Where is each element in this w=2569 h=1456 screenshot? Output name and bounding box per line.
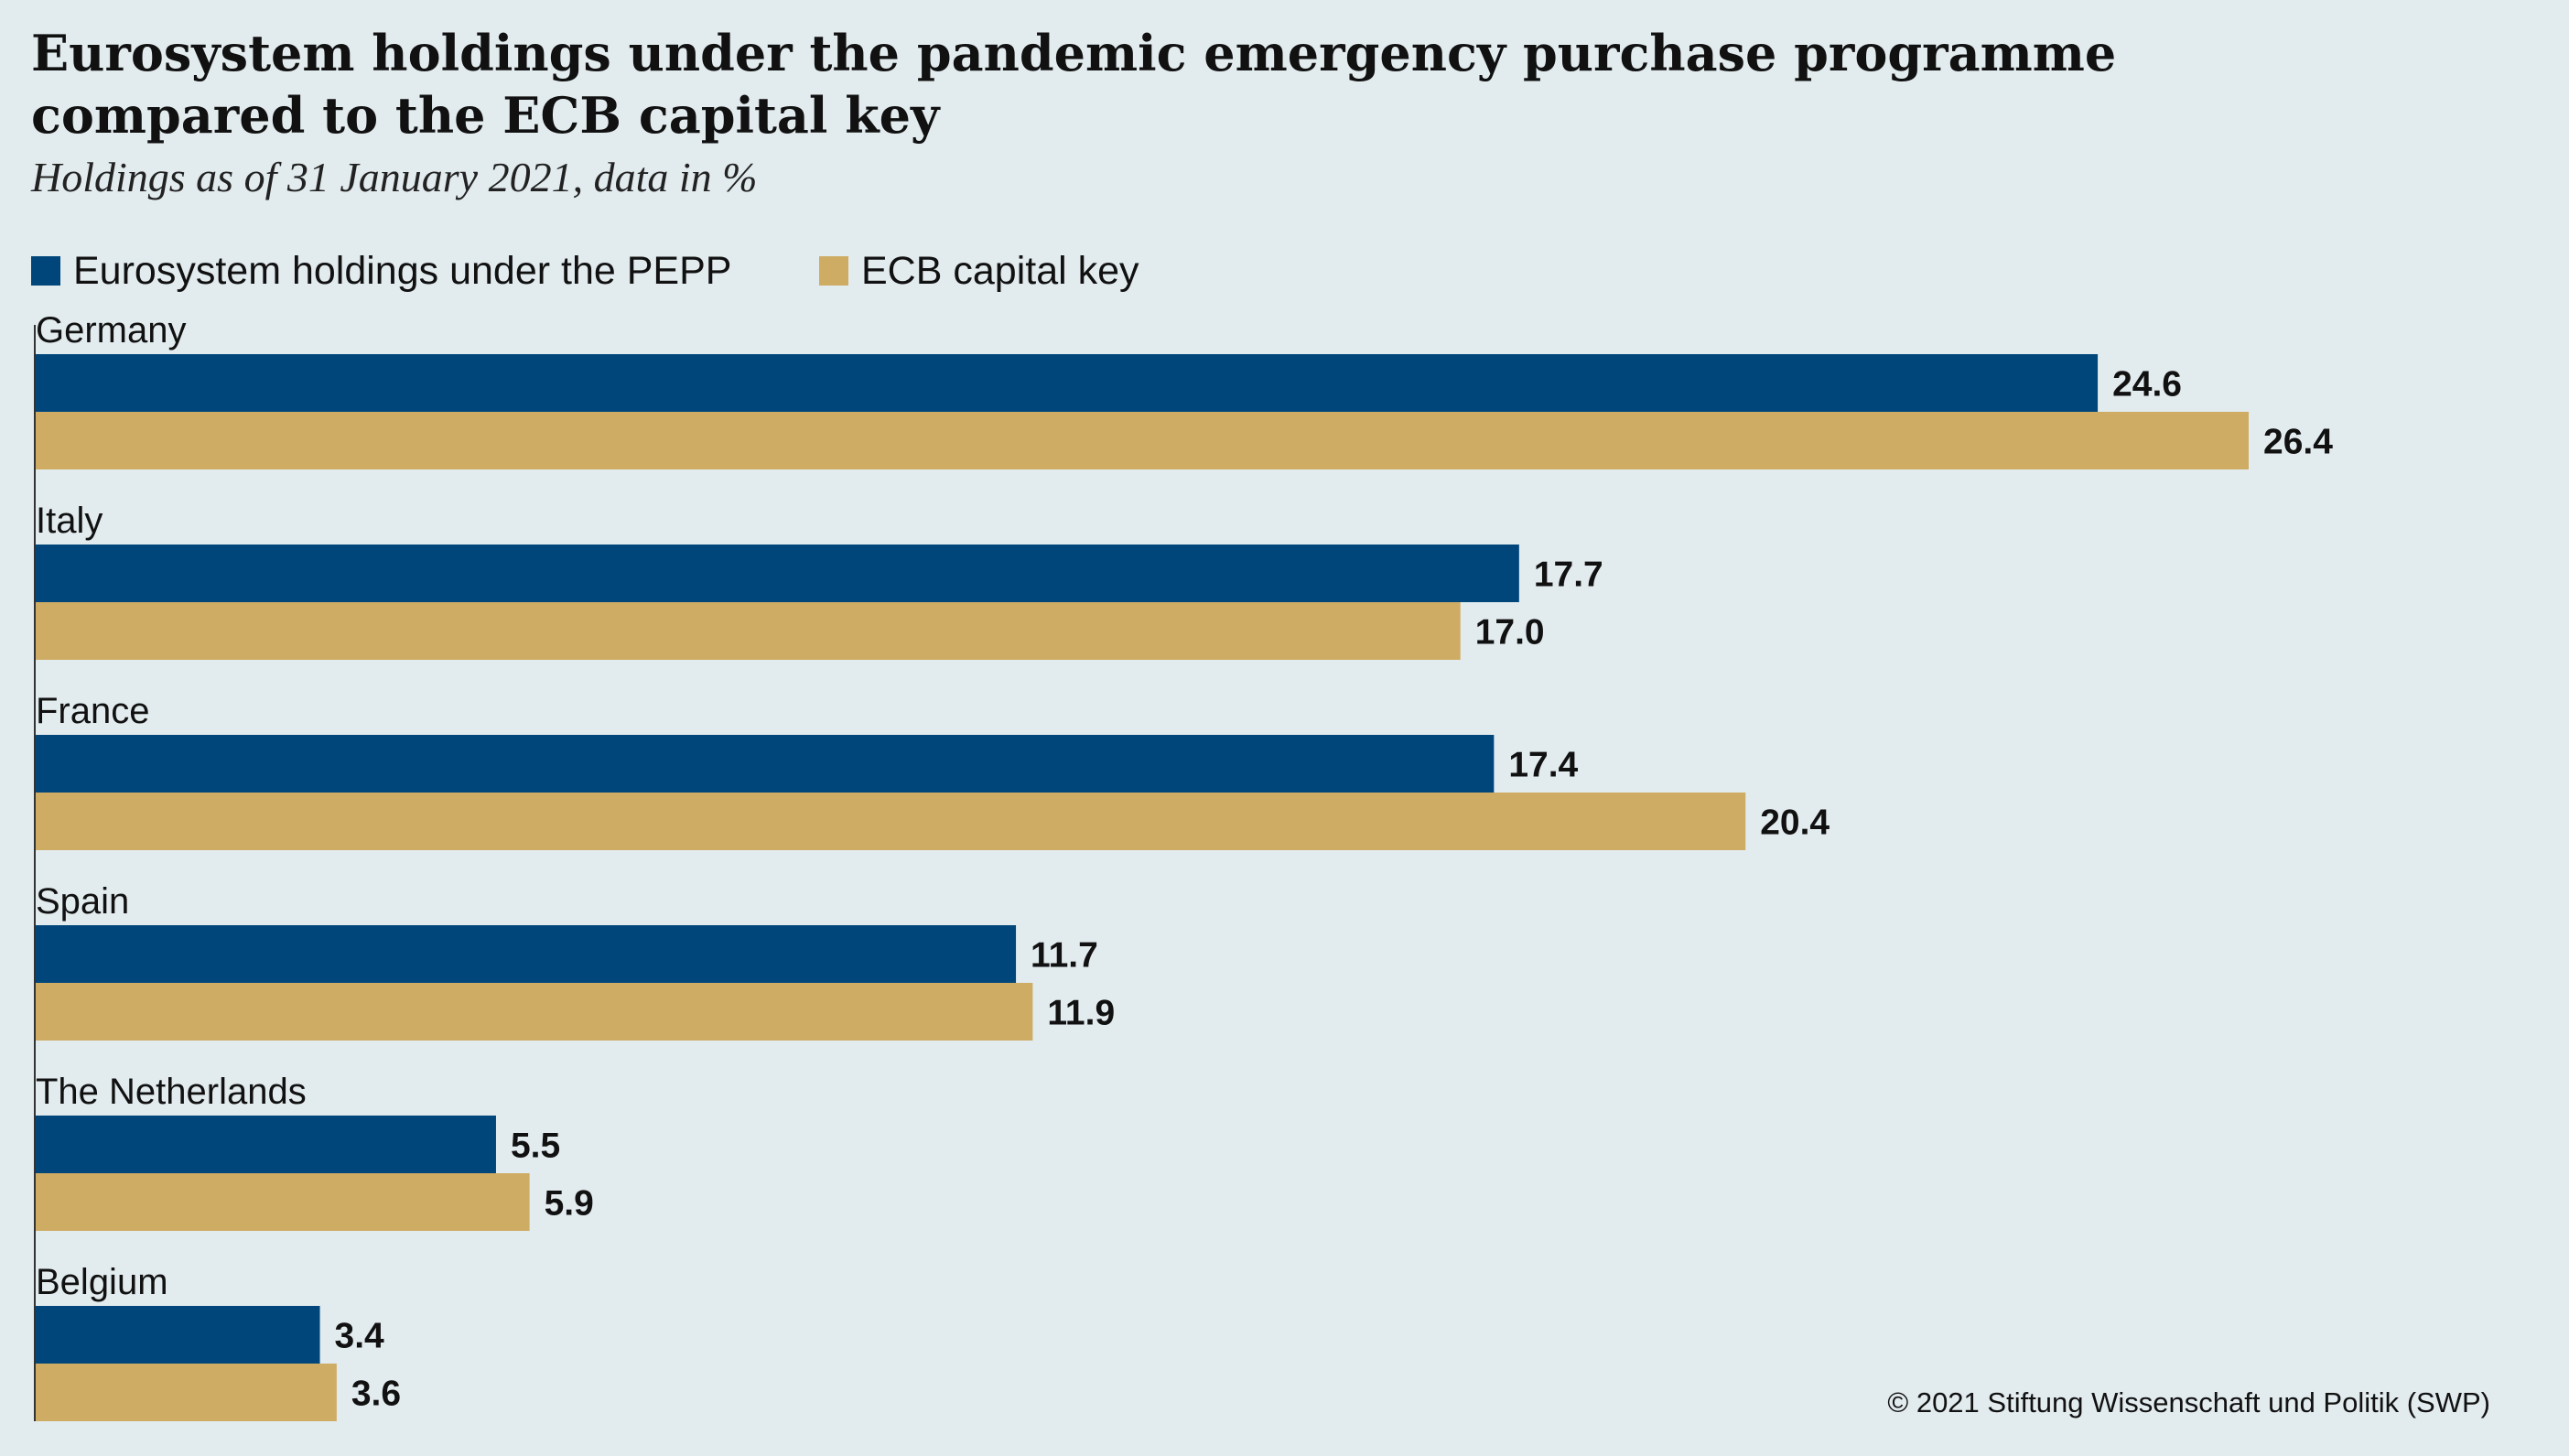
bar-capital-key-france	[35, 793, 1746, 850]
value-label-pepp-italy: 17.7	[1534, 555, 1603, 595]
bar-pepp-france	[35, 735, 1495, 793]
bar-capital-key-italy	[35, 602, 1461, 660]
bar-capital-key-spain	[35, 983, 1033, 1041]
legend-swatch-pepp	[31, 256, 60, 286]
legend-swatch-capital-key	[819, 256, 848, 286]
value-label-pepp-france: 17.4	[1508, 746, 1578, 785]
value-label-pepp-belgium: 3.4	[335, 1317, 385, 1356]
bar-pepp-the-netherlands	[35, 1116, 496, 1173]
category-label-france: France	[36, 691, 150, 731]
chart-subtitle: Holdings as of 31 January 2021, data in …	[31, 154, 758, 200]
value-label-capital-key-italy: 17.0	[1475, 613, 1545, 653]
bar-pepp-germany	[35, 354, 2099, 412]
value-label-capital-key-spain: 11.9	[1047, 994, 1115, 1033]
copyright-notice: © 2021 Stiftung Wissenschaft und Politik…	[1887, 1386, 2490, 1418]
category-label-the-netherlands: The Netherlands	[36, 1072, 307, 1112]
category-label-belgium: Belgium	[36, 1262, 168, 1302]
legend-item-pepp: Eurosystem holdings under the PEPP	[31, 245, 731, 297]
value-label-pepp-spain: 11.7	[1031, 936, 1098, 976]
legend-item-capital-key: ECB capital key	[819, 245, 1139, 297]
category-label-germany: Germany	[36, 310, 187, 351]
category-label-italy: Italy	[36, 501, 103, 541]
bar-capital-key-germany	[35, 412, 2249, 469]
bar-pepp-spain	[35, 925, 1017, 983]
value-label-capital-key-france: 20.4	[1760, 803, 1830, 843]
value-label-capital-key-belgium: 3.6	[351, 1375, 401, 1414]
legend-label-capital-key: ECB capital key	[861, 249, 1139, 293]
value-label-pepp-the-netherlands: 5.5	[511, 1127, 560, 1166]
bar-capital-key-belgium	[35, 1364, 337, 1421]
value-label-pepp-germany: 24.6	[2112, 365, 2182, 404]
bar-pepp-italy	[35, 545, 1519, 602]
legend-label-pepp: Eurosystem holdings under the PEPP	[73, 249, 732, 293]
category-label-spain: Spain	[36, 881, 129, 922]
bar-capital-key-the-netherlands	[35, 1173, 530, 1231]
chart-title: Eurosystem holdings under the pandemic e…	[31, 24, 2117, 145]
bar-pepp-belgium	[35, 1306, 320, 1364]
value-label-capital-key-germany: 26.4	[2263, 423, 2333, 462]
value-label-capital-key-the-netherlands: 5.9	[545, 1184, 594, 1224]
